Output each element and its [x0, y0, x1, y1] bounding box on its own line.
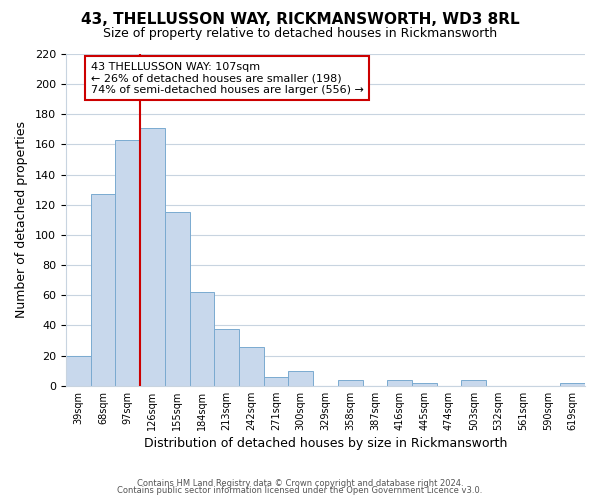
- Bar: [461, 380, 486, 386]
- Text: 43, THELLUSSON WAY, RICKMANSWORTH, WD3 8RL: 43, THELLUSSON WAY, RICKMANSWORTH, WD3 8…: [80, 12, 520, 28]
- Bar: [263, 377, 289, 386]
- Text: 43 THELLUSSON WAY: 107sqm
← 26% of detached houses are smaller (198)
74% of semi: 43 THELLUSSON WAY: 107sqm ← 26% of detac…: [91, 62, 364, 94]
- Text: Contains public sector information licensed under the Open Government Licence v3: Contains public sector information licen…: [118, 486, 482, 495]
- Y-axis label: Number of detached properties: Number of detached properties: [15, 122, 28, 318]
- Bar: [239, 346, 263, 386]
- Bar: [560, 383, 585, 386]
- Bar: [190, 292, 214, 386]
- Bar: [115, 140, 140, 386]
- Bar: [338, 380, 362, 386]
- Bar: [289, 370, 313, 386]
- X-axis label: Distribution of detached houses by size in Rickmansworth: Distribution of detached houses by size …: [144, 437, 507, 450]
- Bar: [412, 383, 437, 386]
- Bar: [140, 128, 165, 386]
- Bar: [165, 212, 190, 386]
- Bar: [91, 194, 115, 386]
- Bar: [387, 380, 412, 386]
- Bar: [66, 356, 91, 386]
- Text: Size of property relative to detached houses in Rickmansworth: Size of property relative to detached ho…: [103, 28, 497, 40]
- Text: Contains HM Land Registry data © Crown copyright and database right 2024.: Contains HM Land Registry data © Crown c…: [137, 478, 463, 488]
- Bar: [214, 328, 239, 386]
